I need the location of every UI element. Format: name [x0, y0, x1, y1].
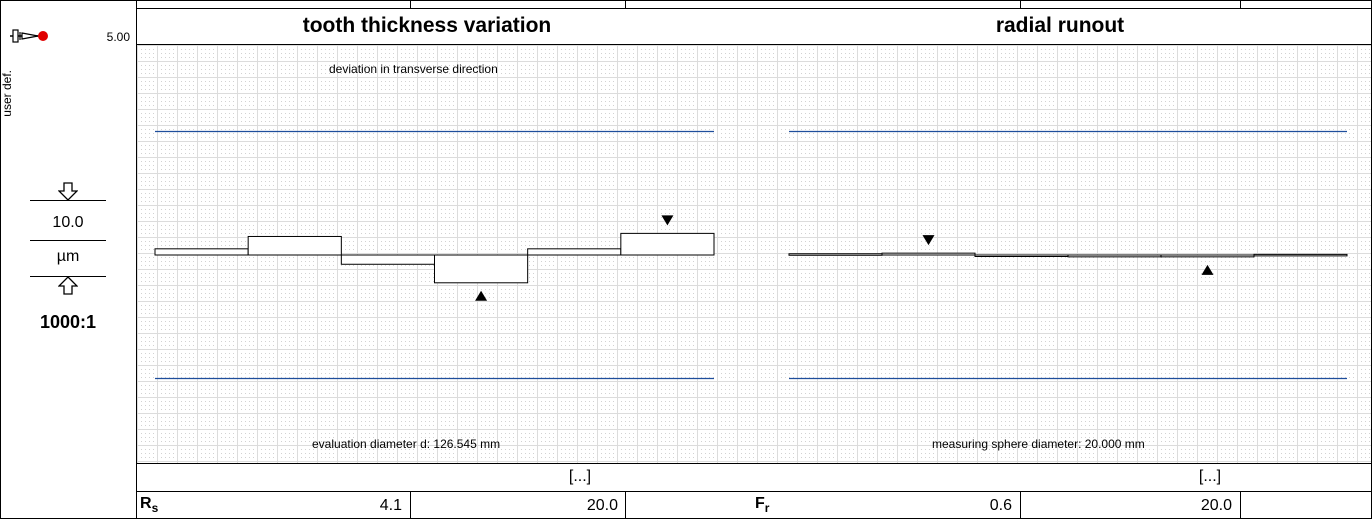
footer-divider [410, 491, 411, 519]
right-chart-title: radial runout [995, 14, 1125, 37]
magnification: 1000:1 [39, 312, 97, 332]
side-panel-divider [136, 0, 137, 519]
right-bar-3 [1067, 254, 1162, 258]
left-footer-bracket: [...] [568, 468, 592, 485]
left-bar-2 [340, 254, 435, 265]
left-metric-symbol: Rs [140, 494, 158, 518]
hollow-arrow-up-icon [57, 276, 79, 296]
scale-unit: µm [56, 248, 80, 265]
right-bar-0 [788, 253, 883, 256]
left-bar-5 [620, 232, 715, 256]
left-top-note: deviation in transverse direction [329, 62, 498, 76]
top-border [0, 0, 1372, 1]
left-metric-tolerance: 20.0 [586, 497, 618, 514]
right-bar-4 [1160, 254, 1255, 258]
top-tick [625, 0, 626, 8]
right-metric-symbol: Fr [755, 494, 769, 518]
right-bar-2 [974, 254, 1069, 257]
chart-grid [137, 45, 1371, 463]
left-bar-0 [154, 248, 249, 256]
right-footer-bracket: [...] [1198, 468, 1222, 485]
top-tick [410, 0, 411, 8]
left-chart-title: tooth thickness variation [302, 14, 552, 37]
footer-divider [1020, 491, 1021, 519]
top-tick [1020, 0, 1021, 8]
footer-divider [1240, 491, 1241, 519]
top-tick [1240, 0, 1241, 8]
left-chart [154, 130, 715, 380]
right-max-marker [922, 235, 935, 246]
left-bar-4 [527, 248, 622, 256]
footer-mid-line [136, 491, 1372, 492]
right-chart [788, 130, 1348, 380]
right-min-marker [1201, 264, 1214, 275]
probe-icon [8, 24, 68, 48]
right-bottom-note: measuring sphere diameter: 20.000 mm [932, 437, 1145, 451]
left-bottom-note: evaluation diameter d: 126.545 mm [312, 437, 500, 451]
mode-label-box: user def. [0, 70, 18, 150]
right-bar-5 [1253, 253, 1348, 257]
scale-step: 10.0 [52, 214, 84, 231]
left-bar-1 [247, 235, 342, 256]
hollow-arrow-down-icon [57, 182, 79, 202]
probe-value: 5.00 [106, 30, 130, 44]
scale-line-mid [30, 240, 106, 241]
mode-label: user def. [0, 70, 14, 117]
left-metric-letter: R [140, 495, 152, 512]
left-metric-sub: s [151, 501, 159, 516]
right-metric-letter: F [755, 495, 765, 512]
left-min-marker [475, 290, 488, 301]
header-top-line [136, 8, 1372, 9]
footer-divider [625, 491, 626, 519]
right-bar-1 [881, 252, 976, 256]
right-metric-tolerance: 20.0 [1200, 497, 1232, 514]
right-metric-sub: r [764, 501, 770, 516]
left-max-marker [661, 215, 674, 226]
left-metric-value: 4.1 [379, 497, 402, 514]
right-metric-value: 0.6 [989, 497, 1012, 514]
footer-top-line [136, 463, 1372, 464]
left-border [0, 0, 1, 519]
chart-area: deviation in transverse direction evalua… [137, 45, 1371, 463]
header-bottom-line [136, 44, 1372, 45]
left-bar-3 [434, 254, 529, 284]
